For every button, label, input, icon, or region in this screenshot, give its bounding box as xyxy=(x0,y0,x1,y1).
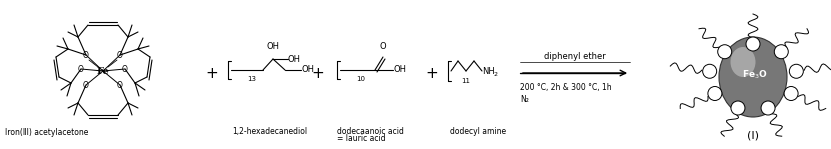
Ellipse shape xyxy=(730,47,755,77)
Circle shape xyxy=(708,87,722,100)
Text: +: + xyxy=(205,66,219,80)
Circle shape xyxy=(703,64,716,78)
Text: O: O xyxy=(380,42,386,51)
Text: 11: 11 xyxy=(461,78,470,84)
Text: 200 °C, 2h & 300 °C, 1h: 200 °C, 2h & 300 °C, 1h xyxy=(520,83,612,92)
Circle shape xyxy=(784,87,798,100)
Text: +: + xyxy=(425,66,439,80)
Circle shape xyxy=(746,37,760,51)
Text: O: O xyxy=(78,65,84,73)
Text: 2: 2 xyxy=(494,73,498,77)
Text: O: O xyxy=(122,65,128,73)
Text: 1,2-hexadecanediol: 1,2-hexadecanediol xyxy=(232,127,307,136)
Text: OH: OH xyxy=(393,66,406,74)
Text: OH: OH xyxy=(267,42,279,51)
Text: dodecyl amine: dodecyl amine xyxy=(450,127,506,136)
Circle shape xyxy=(761,101,775,115)
Text: OH: OH xyxy=(288,55,301,63)
Text: Fe: Fe xyxy=(96,66,110,76)
Text: 13: 13 xyxy=(248,76,257,82)
Circle shape xyxy=(718,45,732,59)
Text: (I): (I) xyxy=(747,131,759,141)
Text: N₂: N₂ xyxy=(520,95,529,104)
Text: = lauric acid: = lauric acid xyxy=(337,134,386,143)
Text: OH: OH xyxy=(301,66,314,74)
Text: O: O xyxy=(83,51,89,59)
Text: 10: 10 xyxy=(356,76,366,82)
Text: dodecaanoic acid: dodecaanoic acid xyxy=(337,127,404,136)
Text: diphenyl ether: diphenyl ether xyxy=(544,52,606,61)
Circle shape xyxy=(731,101,745,115)
Text: O: O xyxy=(117,51,123,59)
Text: O: O xyxy=(83,80,89,90)
Circle shape xyxy=(774,45,789,59)
Text: Fe$_3$O: Fe$_3$O xyxy=(742,69,768,81)
Ellipse shape xyxy=(719,37,787,117)
Text: Iron(ⅡI) acetylacetone: Iron(ⅡI) acetylacetone xyxy=(5,128,88,137)
Text: O: O xyxy=(117,80,123,90)
Text: +: + xyxy=(312,66,324,80)
Circle shape xyxy=(789,64,804,78)
Text: NH: NH xyxy=(482,66,494,76)
